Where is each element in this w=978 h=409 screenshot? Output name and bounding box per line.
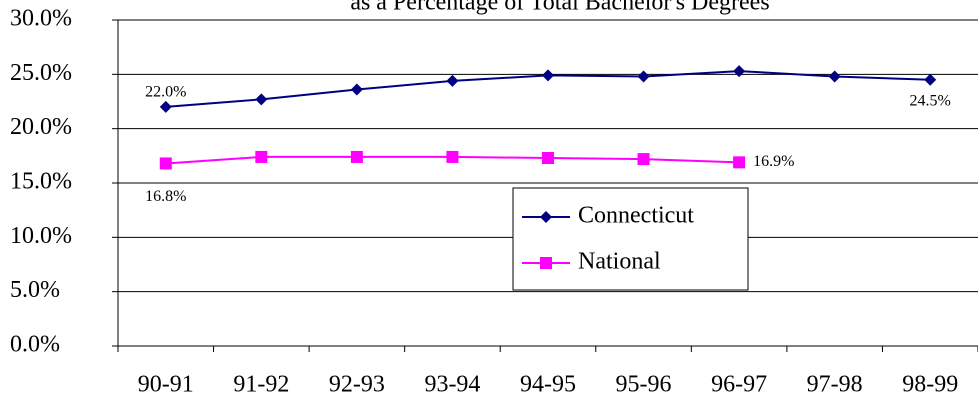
legend-marker xyxy=(540,257,552,269)
x-tick-label: 93-94 xyxy=(424,372,480,398)
legend-box xyxy=(512,187,749,291)
data-label: 16.8% xyxy=(145,188,186,205)
data-point xyxy=(733,65,746,78)
y-tick-label: 30.0% xyxy=(10,6,72,32)
data-point xyxy=(637,70,650,83)
data-point xyxy=(828,70,841,83)
y-tick-label: 15.0% xyxy=(10,169,72,195)
data-point xyxy=(542,152,554,165)
legend-marker xyxy=(540,211,552,223)
data-label: 24.5% xyxy=(910,92,951,109)
data-point xyxy=(542,69,554,82)
x-tick-label: 95-96 xyxy=(616,372,672,398)
x-tick-label: 94-95 xyxy=(520,372,576,398)
data-label: 22.0% xyxy=(145,84,186,101)
data-point xyxy=(924,73,937,86)
data-point xyxy=(350,150,363,163)
data-point xyxy=(446,74,459,87)
y-tick-label: 25.0% xyxy=(10,60,72,86)
x-tick-label: 96-97 xyxy=(711,372,767,398)
legend-label: National xyxy=(578,249,661,275)
data-point xyxy=(255,150,268,163)
data-point xyxy=(350,83,363,96)
x-tick-label: 98-99 xyxy=(902,372,958,398)
chart-title: as a Percentage of Total Bachelor's Degr… xyxy=(350,0,769,16)
y-tick-label: 5.0% xyxy=(10,277,60,303)
data-label: 16.9% xyxy=(753,153,794,170)
data-point xyxy=(733,156,746,169)
data-point xyxy=(446,150,459,163)
x-tick-label: 92-93 xyxy=(329,372,385,398)
x-tick-label: 91-92 xyxy=(233,372,289,398)
y-tick-label: 20.0% xyxy=(10,114,72,140)
data-point xyxy=(637,153,650,166)
data-point xyxy=(159,157,172,170)
x-tick-label: 97-98 xyxy=(807,372,863,398)
y-tick-label: 10.0% xyxy=(10,223,72,249)
x-tick-label: 90-91 xyxy=(138,372,194,398)
y-tick-label: 0.0% xyxy=(10,332,60,358)
legend-label: Connecticut xyxy=(578,203,694,229)
data-point xyxy=(159,100,172,113)
data-point xyxy=(255,93,268,106)
